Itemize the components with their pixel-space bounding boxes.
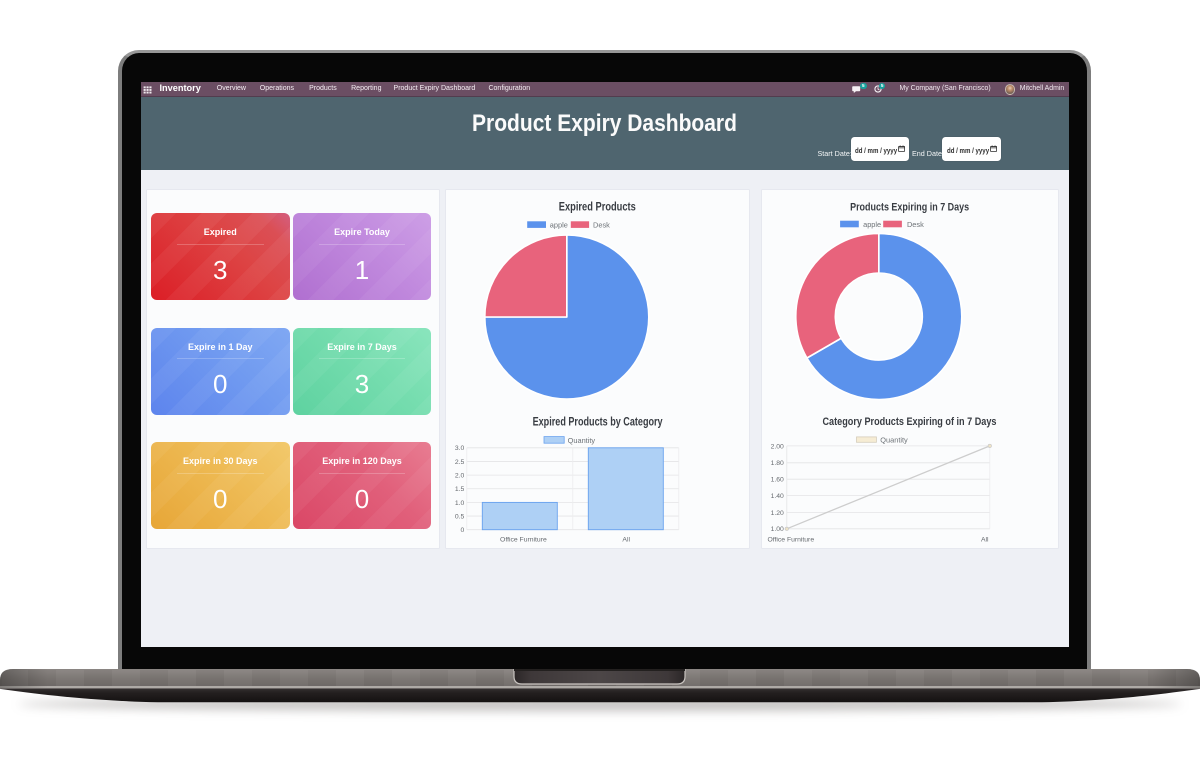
svg-text:apple: apple xyxy=(863,220,881,229)
svg-text:Office Furniture: Office Furniture xyxy=(500,536,547,543)
svg-text:2.0: 2.0 xyxy=(455,473,465,480)
svg-text:2.00: 2.00 xyxy=(771,443,784,450)
svg-text:0: 0 xyxy=(461,527,465,534)
svg-text:1.0: 1.0 xyxy=(455,500,465,507)
svg-text:Expired Products: Expired Products xyxy=(559,202,636,214)
svg-text:1.20: 1.20 xyxy=(771,510,784,517)
svg-text:Office Furniture: Office Furniture xyxy=(768,536,815,543)
svg-text:1.60: 1.60 xyxy=(771,477,784,484)
svg-text:1.00: 1.00 xyxy=(771,526,784,533)
svg-text:0.5: 0.5 xyxy=(455,514,465,521)
svg-text:Desk: Desk xyxy=(593,221,610,230)
svg-text:Quantity: Quantity xyxy=(568,436,596,445)
svg-text:Category Products Expiring of: Category Products Expiring of in 7 Days xyxy=(823,416,997,428)
svg-text:All: All xyxy=(623,536,631,543)
svg-text:Desk: Desk xyxy=(907,220,924,229)
svg-text:1.80: 1.80 xyxy=(771,460,784,467)
svg-text:1.5: 1.5 xyxy=(455,486,465,493)
svg-text:apple: apple xyxy=(550,221,568,230)
svg-text:Expired Products by Category: Expired Products by Category xyxy=(533,416,663,428)
svg-text:2.5: 2.5 xyxy=(455,459,465,466)
svg-text:3.0: 3.0 xyxy=(455,445,465,452)
svg-text:All: All xyxy=(981,536,989,543)
svg-text:Quantity: Quantity xyxy=(880,435,908,444)
svg-text:1.40: 1.40 xyxy=(771,493,784,500)
svg-text:Products Expiring in 7 Days: Products Expiring in 7 Days xyxy=(850,202,969,214)
